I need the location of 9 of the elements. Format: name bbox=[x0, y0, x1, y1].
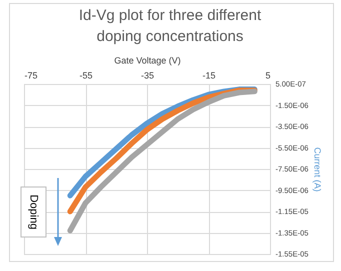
x-axis-title: Gate Voltage (V) bbox=[114, 56, 181, 66]
x-tick-label: -55 bbox=[79, 70, 93, 80]
x-tick-label: -15 bbox=[202, 70, 216, 80]
chart-title: Id-Vg plot for three different doping concentrations bbox=[78, 6, 262, 47]
y-axis-title: Current (A) bbox=[312, 147, 322, 192]
annotation: Doping bbox=[28, 194, 40, 230]
x-tick-label: 5 bbox=[265, 70, 270, 80]
x-tick-label: -35 bbox=[140, 70, 154, 80]
x-tick-label: -75 bbox=[24, 70, 38, 80]
